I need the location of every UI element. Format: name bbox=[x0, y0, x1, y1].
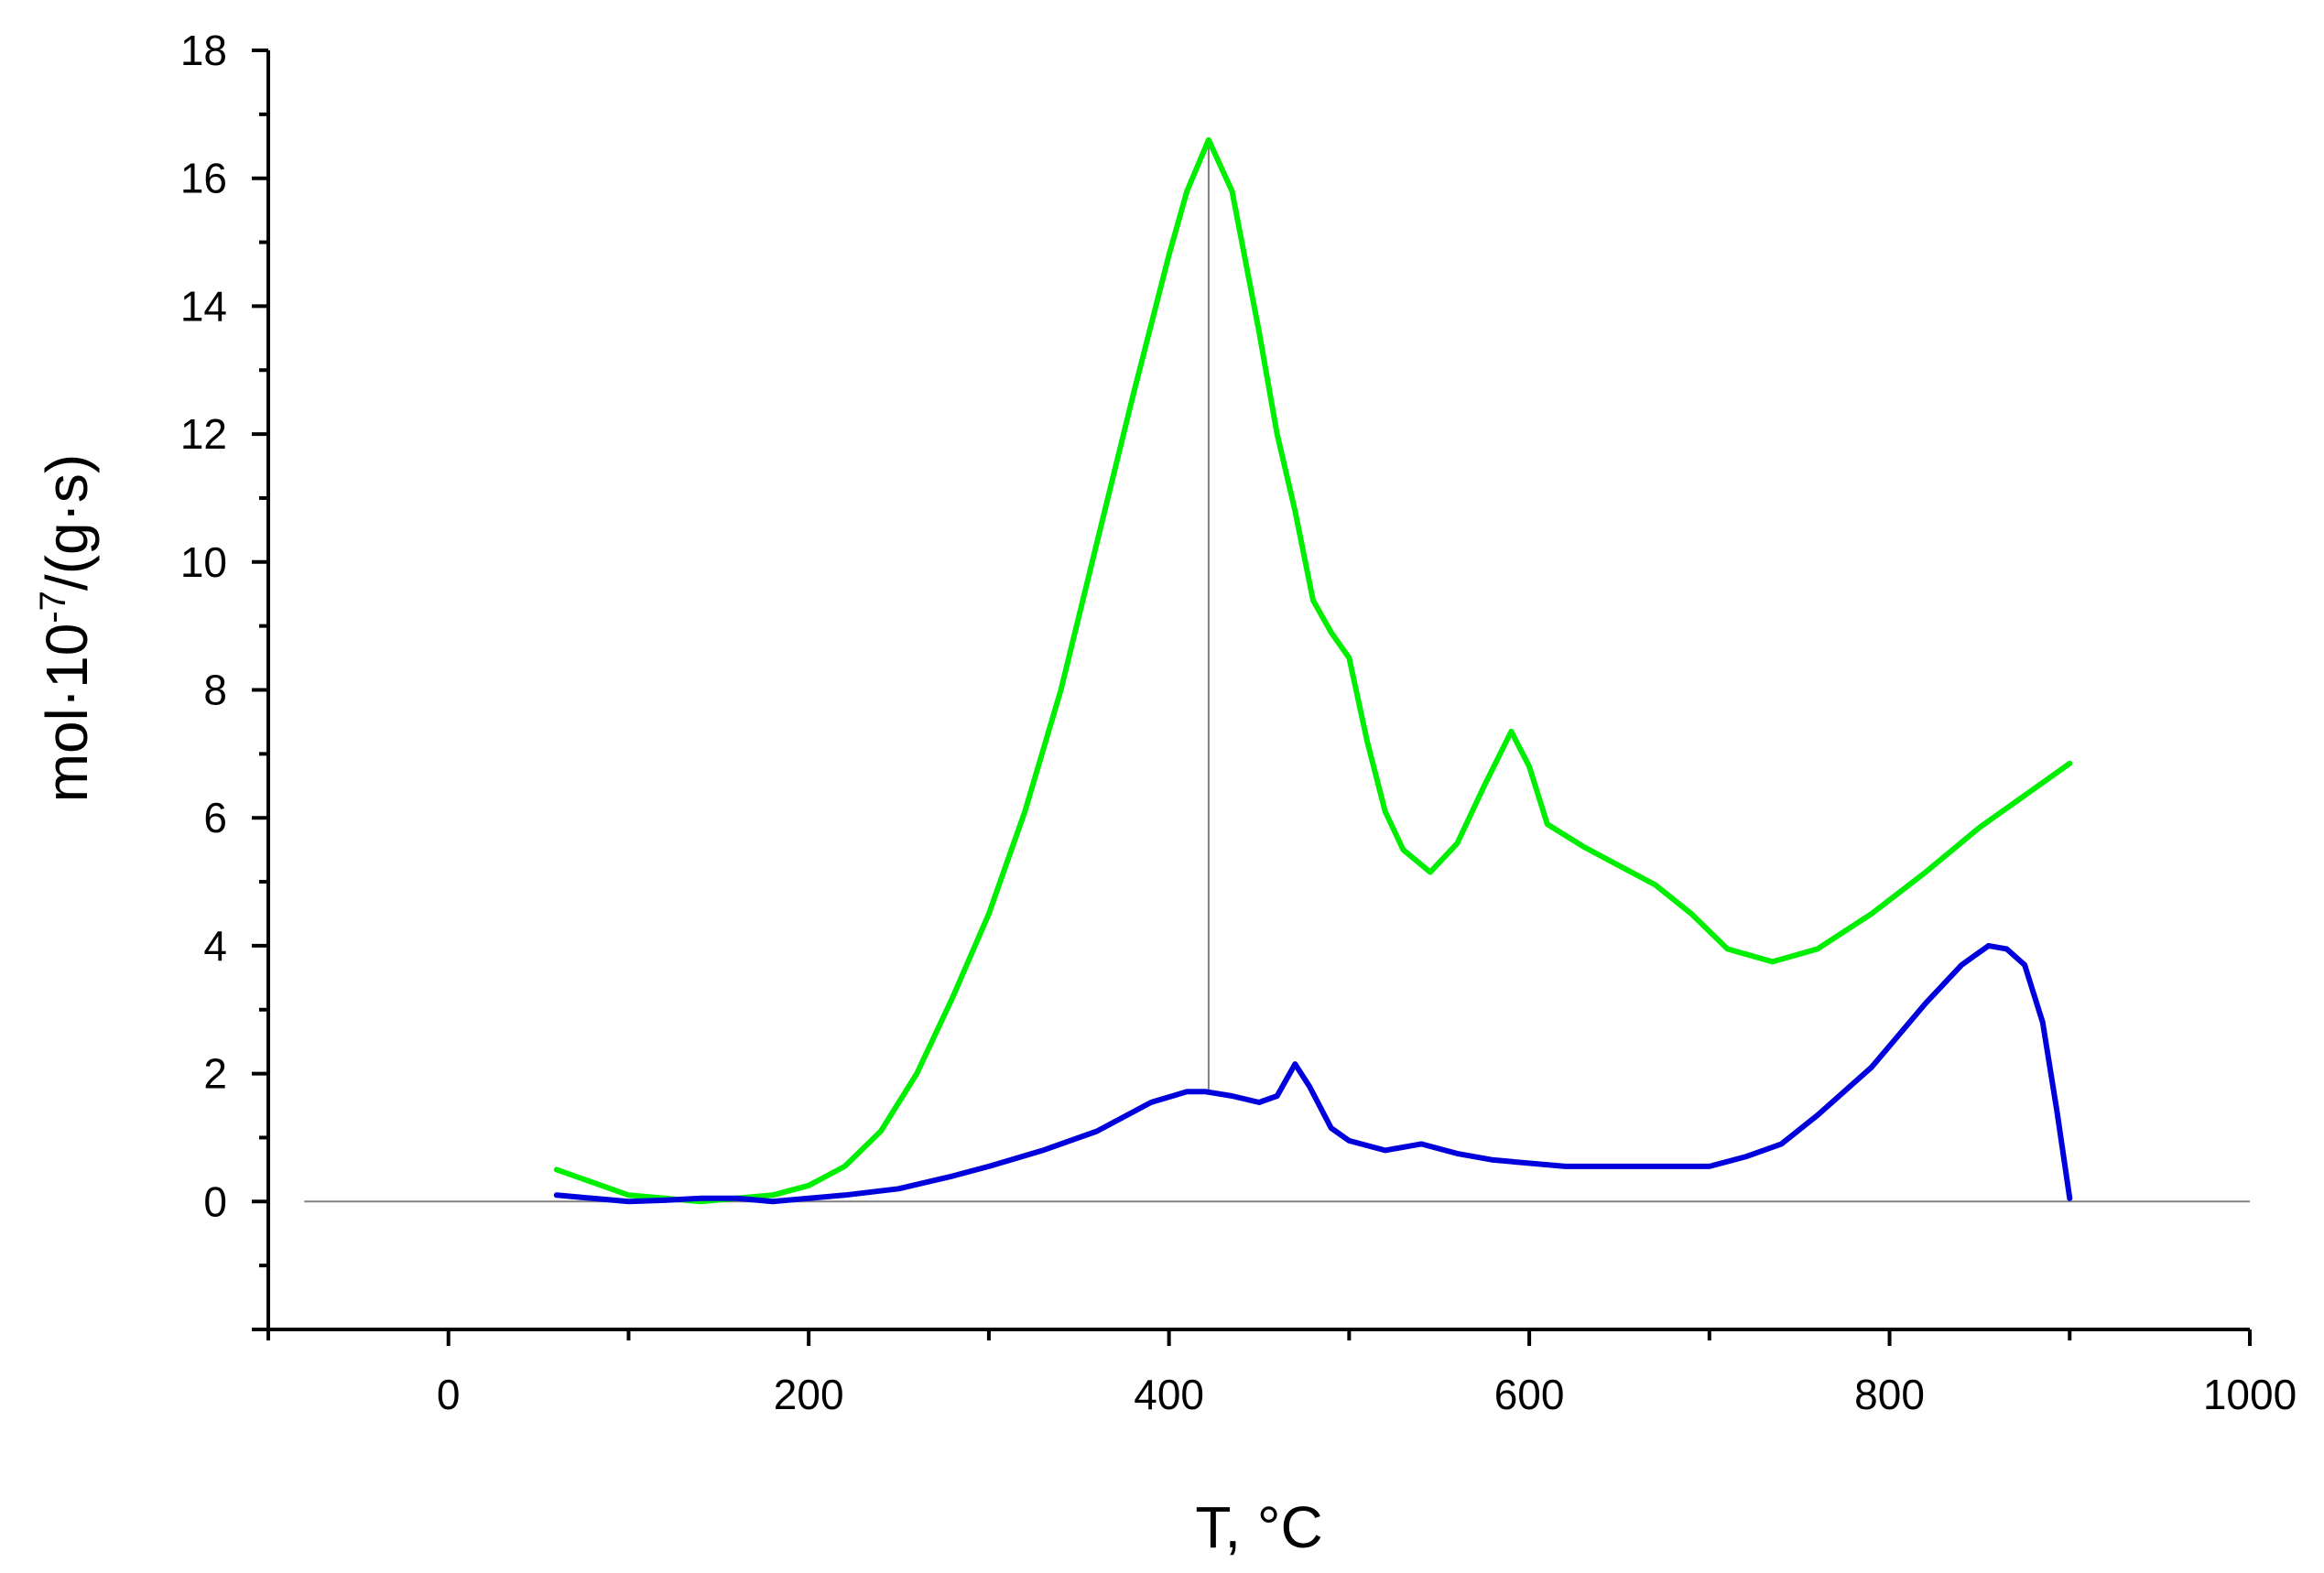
y-axis-title-exponent: -7 bbox=[33, 591, 73, 624]
x-tick-label: 0 bbox=[437, 1371, 461, 1418]
y-tick-label: 2 bbox=[203, 1050, 227, 1098]
y-tick-label: 0 bbox=[203, 1177, 227, 1225]
x-tick-label: 1000 bbox=[2203, 1371, 2297, 1418]
y-tick-label: 8 bbox=[203, 667, 227, 714]
x-tick-label: 600 bbox=[1494, 1371, 1565, 1418]
y-tick-label: 10 bbox=[180, 538, 227, 586]
y-axis-title: mol·10-7/(g·s) bbox=[33, 454, 100, 803]
plot-area bbox=[304, 136, 2250, 1205]
y-tick-label: 16 bbox=[180, 155, 227, 202]
y-tick-label: 14 bbox=[180, 282, 227, 330]
y-axis-title-tail: /(g·s) bbox=[34, 454, 100, 591]
axes: 0 2 4 6 8 10 12 14 16 18 0 200 400 600 800 1000 bbox=[180, 27, 2297, 1418]
x-tick-label: 800 bbox=[1854, 1371, 1925, 1418]
x-tick-label: 200 bbox=[774, 1371, 844, 1418]
y-tick-label: 12 bbox=[180, 410, 227, 458]
y-axis-title-main: mol·10 bbox=[34, 624, 100, 803]
series-line-blue bbox=[553, 942, 2073, 1205]
series-line-green bbox=[553, 136, 2073, 1205]
y-tick-label: 18 bbox=[180, 27, 227, 74]
x-axis-title: T, °C bbox=[1195, 1494, 1322, 1560]
x-tick-label: 400 bbox=[1134, 1371, 1204, 1418]
y-tick-label: 6 bbox=[203, 794, 227, 841]
y-tick-label: 4 bbox=[203, 922, 227, 970]
